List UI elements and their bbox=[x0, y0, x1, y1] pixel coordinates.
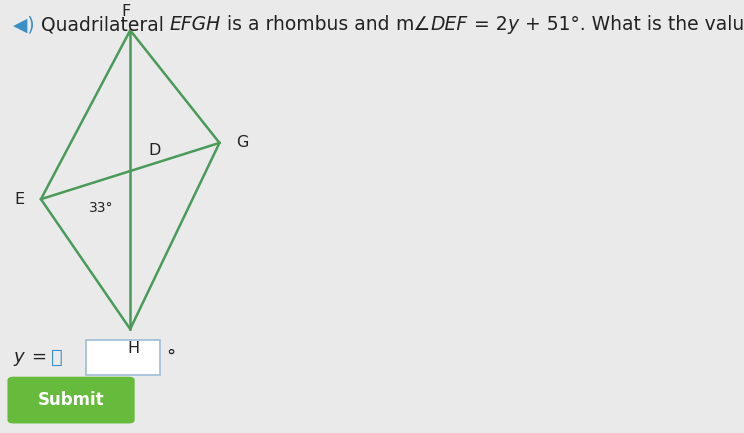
Text: D: D bbox=[149, 143, 161, 158]
Text: =: = bbox=[31, 348, 46, 366]
Text: y: y bbox=[507, 15, 519, 34]
Text: m∠: m∠ bbox=[396, 15, 431, 34]
FancyBboxPatch shape bbox=[7, 377, 135, 423]
Text: E: E bbox=[14, 192, 25, 207]
Text: is a rhombus and: is a rhombus and bbox=[221, 15, 396, 34]
Text: y: y bbox=[13, 348, 24, 366]
Text: 🔊: 🔊 bbox=[51, 348, 62, 367]
Text: = 2: = 2 bbox=[468, 15, 507, 34]
Text: DEF: DEF bbox=[431, 15, 468, 34]
Text: ◀): ◀) bbox=[13, 15, 41, 34]
Text: °: ° bbox=[166, 348, 175, 366]
Text: EFGH: EFGH bbox=[170, 15, 221, 34]
Text: F: F bbox=[122, 4, 131, 19]
FancyBboxPatch shape bbox=[86, 340, 160, 375]
Text: Submit: Submit bbox=[38, 391, 104, 409]
Text: Quadrilateral: Quadrilateral bbox=[41, 15, 170, 34]
Text: + 51°. What is the value of: + 51°. What is the value of bbox=[519, 15, 744, 34]
Text: G: G bbox=[236, 136, 248, 150]
Text: 33°: 33° bbox=[89, 201, 114, 215]
Text: H: H bbox=[128, 341, 140, 356]
